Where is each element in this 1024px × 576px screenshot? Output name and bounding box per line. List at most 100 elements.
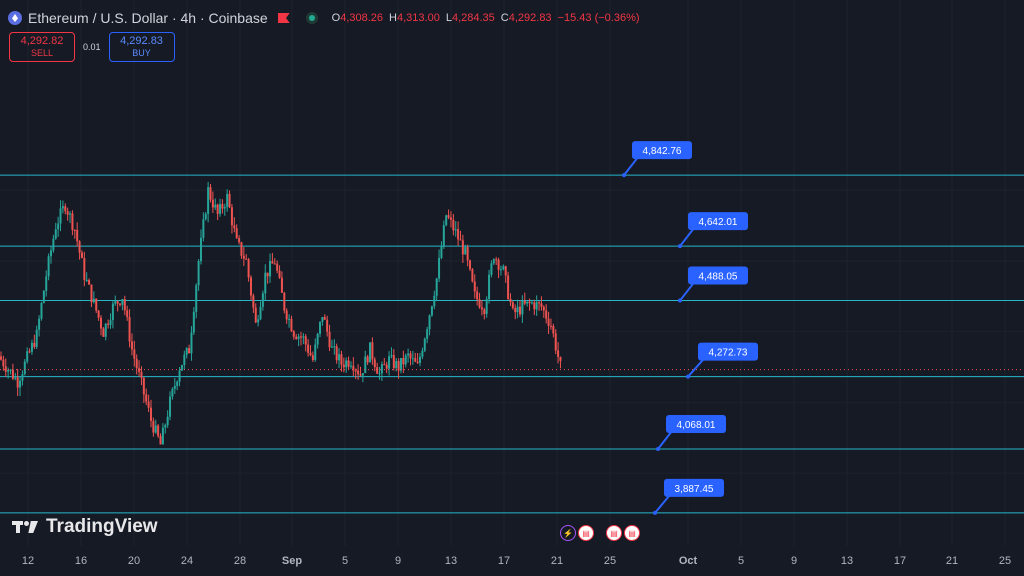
ohlc-close-value: 4,292.83 bbox=[508, 12, 552, 24]
candle-body bbox=[80, 252, 83, 259]
buy-price: 4,292.83 bbox=[120, 35, 163, 47]
x-tick-label-3: 24 bbox=[181, 555, 193, 567]
candle-body bbox=[199, 237, 202, 262]
candle-body bbox=[83, 258, 86, 281]
candle-body bbox=[252, 295, 255, 308]
candle-body bbox=[59, 208, 62, 224]
market-status-icon[interactable] bbox=[305, 12, 318, 24]
callout-label-3: 4,272.73 bbox=[709, 348, 748, 359]
callout-anchor-1 bbox=[678, 244, 682, 249]
symbol-title[interactable]: Ethereum / U.S. Dollar · 4h · Coinbase bbox=[28, 10, 268, 26]
x-tick-label-8: 13 bbox=[445, 555, 457, 567]
x-tick-label-18: 25 bbox=[999, 555, 1011, 567]
candle-body bbox=[19, 380, 22, 388]
candle-body bbox=[226, 193, 229, 208]
candle-body bbox=[521, 300, 524, 315]
candle-body bbox=[135, 358, 138, 369]
x-tick-label-10: 21 bbox=[551, 555, 563, 567]
candle-body bbox=[364, 356, 367, 374]
candle-body bbox=[259, 306, 262, 320]
candle-body bbox=[340, 354, 343, 365]
candle-body bbox=[297, 336, 300, 339]
candle-body bbox=[369, 342, 372, 363]
x-tick-label-1: 16 bbox=[75, 555, 87, 567]
candle-body bbox=[509, 298, 512, 303]
candle-body bbox=[69, 213, 72, 215]
candle-body bbox=[166, 416, 169, 426]
candle-body bbox=[52, 238, 55, 251]
x-tick-label-11: 25 bbox=[604, 555, 616, 567]
candle-body bbox=[42, 290, 45, 304]
candle-body bbox=[111, 303, 114, 321]
candle-body bbox=[180, 365, 183, 371]
candle-body bbox=[114, 301, 117, 304]
candle-body bbox=[378, 373, 381, 375]
us-flag-event-icon[interactable]: ▤ bbox=[578, 525, 594, 541]
buy-button[interactable]: 4,292.83 BUY bbox=[108, 32, 175, 62]
candle-body bbox=[159, 436, 162, 445]
candle-body bbox=[254, 307, 257, 323]
callout-box-0 bbox=[632, 141, 692, 160]
sell-price: 4,292.82 bbox=[20, 35, 64, 47]
candle-body bbox=[371, 342, 374, 360]
x-tick-label-6: 5 bbox=[342, 555, 348, 567]
candle-body bbox=[228, 193, 231, 208]
candle-body bbox=[352, 365, 355, 371]
candle-body bbox=[433, 295, 436, 307]
candle-body bbox=[421, 350, 424, 357]
candle-body bbox=[202, 219, 205, 238]
callout-pointer-0 bbox=[623, 156, 639, 176]
ohlc-open-key: O bbox=[331, 12, 341, 24]
candle-body bbox=[223, 207, 226, 209]
lightning-event-icon[interactable]: ⚡ bbox=[560, 525, 576, 541]
candle-body bbox=[380, 364, 383, 374]
candle-body bbox=[488, 274, 491, 300]
candle-body bbox=[169, 396, 172, 417]
candle-body bbox=[326, 319, 329, 332]
candle-body bbox=[464, 247, 467, 255]
candle-body bbox=[354, 370, 357, 372]
candle-body bbox=[4, 366, 7, 372]
candle-body bbox=[192, 311, 195, 333]
candle-body bbox=[240, 242, 243, 256]
candle-body bbox=[71, 213, 74, 230]
candle-body bbox=[557, 350, 560, 357]
candle-body bbox=[392, 355, 395, 369]
candle-body bbox=[190, 332, 193, 354]
candle-body bbox=[519, 306, 522, 315]
candle-body bbox=[178, 370, 181, 382]
candle-body bbox=[328, 331, 331, 348]
callout-label-1: 4,642.01 bbox=[699, 217, 738, 228]
flag-icon[interactable] bbox=[277, 13, 290, 23]
candle-body bbox=[54, 229, 57, 239]
candle-body bbox=[78, 241, 81, 253]
x-tick-label-15: 13 bbox=[841, 555, 853, 567]
candle-body bbox=[507, 275, 510, 299]
candle-body bbox=[109, 320, 112, 325]
tradingview-logo: TradingView bbox=[12, 516, 158, 538]
us-flag-event-icon-2[interactable]: ▤ bbox=[606, 525, 622, 541]
candle-body bbox=[516, 306, 519, 313]
candle-body bbox=[514, 308, 517, 313]
candle-body bbox=[445, 215, 448, 226]
candle-body bbox=[121, 299, 124, 305]
callout-anchor-3 bbox=[686, 374, 690, 379]
x-tick-label-13: 5 bbox=[738, 555, 744, 567]
candle-body bbox=[471, 269, 474, 282]
candle-body bbox=[92, 298, 95, 303]
candle-body bbox=[35, 329, 38, 347]
candle-body bbox=[342, 364, 345, 368]
x-tick-label-7: 9 bbox=[395, 555, 401, 567]
callout-label-0: 4,842.76 bbox=[643, 146, 682, 157]
candle-body bbox=[461, 240, 464, 255]
candle-body bbox=[269, 261, 272, 277]
candle-body bbox=[345, 360, 348, 368]
us-flag-event-icon-3[interactable]: ▤ bbox=[624, 525, 640, 541]
candle-body bbox=[323, 317, 326, 320]
candle-body bbox=[330, 346, 333, 348]
candle-body bbox=[430, 306, 433, 316]
sell-button[interactable]: 4,292.82 SELL bbox=[9, 32, 75, 62]
candle-body bbox=[523, 300, 526, 304]
ohlc-high-value: 4,313.00 bbox=[397, 12, 440, 24]
